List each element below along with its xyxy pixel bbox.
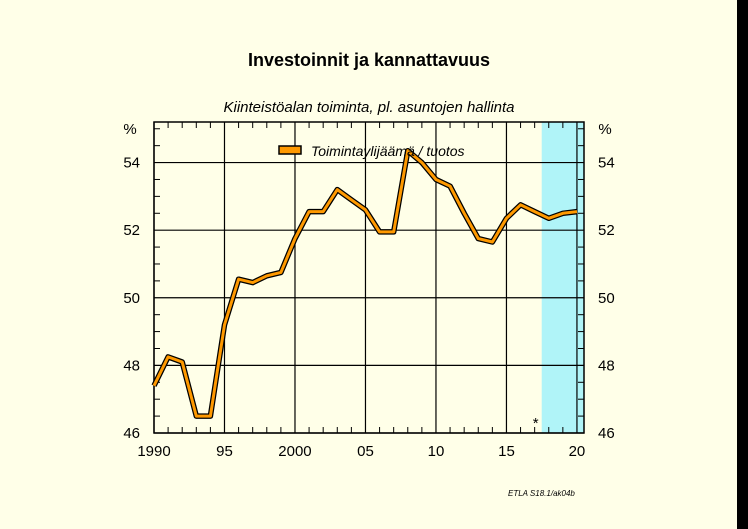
y-tick-label-left: 48 [123,357,140,374]
y-tick-label-right: 54 [598,155,615,172]
y-tick-label-right: 52 [598,222,615,239]
forecast-band [541,122,584,433]
chart-title: Investoinnit ja kannattavuus [248,50,490,70]
y-tick-label-left: 54 [123,155,140,172]
y-axis-left-unit: % [123,121,136,138]
x-tick-label: 10 [428,443,445,460]
plot-border [153,121,585,434]
x-tick-label: 05 [357,443,374,460]
x-tick-label: 15 [498,443,515,460]
x-tick-label: 20 [569,443,586,460]
x-tick-label: 1990 [137,443,170,460]
chart-subtitle: Kiinteistöalan toiminta, pl. asuntojen h… [223,99,514,116]
legend-label: Toimintaylijäämä / tuotos [311,143,465,159]
x-tick-label: 2000 [278,443,311,460]
y-axis-right-unit: % [598,121,611,138]
x-tick-label: 95 [216,443,233,460]
y-tick-label-right: 48 [598,357,615,374]
source-credit: ETLA S18.1/ak04b [508,489,575,498]
forecast-marker: * [533,415,539,432]
plot-area: 46 46 48 48 50 50 52 52 54 54 1990 95 2000 05 10 15 20 * [123,121,615,460]
legend: Toimintaylijäämä / tuotos [278,143,465,159]
legend-swatch [278,145,302,155]
y-tick-label-left: 46 [123,425,140,442]
series-line [152,149,578,418]
y-tick-label-right: 46 [598,425,615,442]
y-tick-label-left: 52 [123,222,140,239]
y-tick-label-left: 50 [123,290,140,307]
y-tick-label-right: 50 [598,290,615,307]
